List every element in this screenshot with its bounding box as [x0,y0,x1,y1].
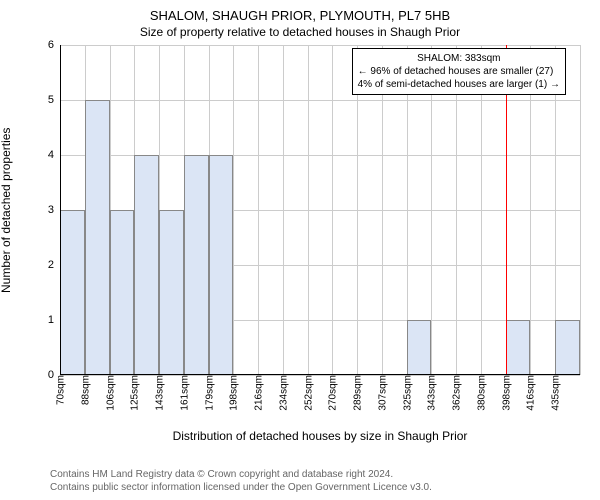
x-tick-label: 289sqm [351,375,364,411]
x-tick-label: 179sqm [202,375,215,411]
plot-area: 012345670sqm88sqm106sqm125sqm143sqm161sq… [60,45,580,375]
x-tick-label: 380sqm [474,375,487,411]
x-tick-label: 106sqm [103,375,116,411]
x-tick-label: 88sqm [78,375,91,405]
gridline-v [283,45,284,375]
gridline-v [258,45,259,375]
gridline-v [580,45,581,375]
x-tick-label: 270sqm [326,375,339,411]
y-axis-title: Number of detached properties [0,127,13,292]
footer-line-1: Contains HM Land Registry data © Crown c… [50,468,432,481]
x-axis-title: Distribution of detached houses by size … [60,429,580,443]
x-tick-label: 435sqm [549,375,562,411]
x-tick-label: 161sqm [177,375,190,411]
x-tick-label: 343sqm [425,375,438,411]
chart-container: SHALOM, SHAUGH PRIOR, PLYMOUTH, PL7 5HB … [0,0,600,500]
y-tick-label: 2 [48,259,60,271]
annotation-line: SHALOM: 383sqm [358,52,560,65]
x-tick-label: 216sqm [252,375,265,411]
x-tick-label: 252sqm [301,375,314,411]
y-tick-label: 6 [48,39,60,51]
y-tick-label: 5 [48,94,60,106]
bar [110,210,135,375]
bar [407,320,432,375]
x-tick-label: 125sqm [128,375,141,411]
x-tick-label: 70sqm [54,375,67,405]
bar [209,155,234,375]
chart-title-main: SHALOM, SHAUGH PRIOR, PLYMOUTH, PL7 5HB [0,0,600,23]
bar [159,210,184,375]
x-tick-label: 362sqm [450,375,463,411]
gridline-v [233,45,234,375]
bar [134,155,159,375]
y-tick-label: 3 [48,204,60,216]
x-tick-label: 398sqm [499,375,512,411]
chart-title-sub: Size of property relative to detached ho… [0,23,600,43]
x-tick-label: 307sqm [375,375,388,411]
y-tick-label: 4 [48,149,60,161]
gridline-v [308,45,309,375]
bar [555,320,580,375]
bar [60,210,85,375]
bar [85,100,110,375]
annotation-line: 4% of semi-detached houses are larger (1… [358,78,560,91]
bar [506,320,531,375]
x-tick-label: 325sqm [400,375,413,411]
annotation-box: SHALOM: 383sqm← 96% of detached houses a… [352,48,566,95]
gridline-h [60,45,580,46]
footer-attribution: Contains HM Land Registry data © Crown c… [50,468,432,494]
gridline-h [60,100,580,101]
bar [184,155,209,375]
x-tick-label: 234sqm [276,375,289,411]
gridline-v [332,45,333,375]
footer-line-2: Contains public sector information licen… [50,481,432,494]
x-tick-label: 198sqm [227,375,240,411]
x-tick-label: 143sqm [153,375,166,411]
x-tick-label: 416sqm [524,375,537,411]
y-tick-label: 1 [48,314,60,326]
annotation-line: ← 96% of detached houses are smaller (27… [358,65,560,78]
